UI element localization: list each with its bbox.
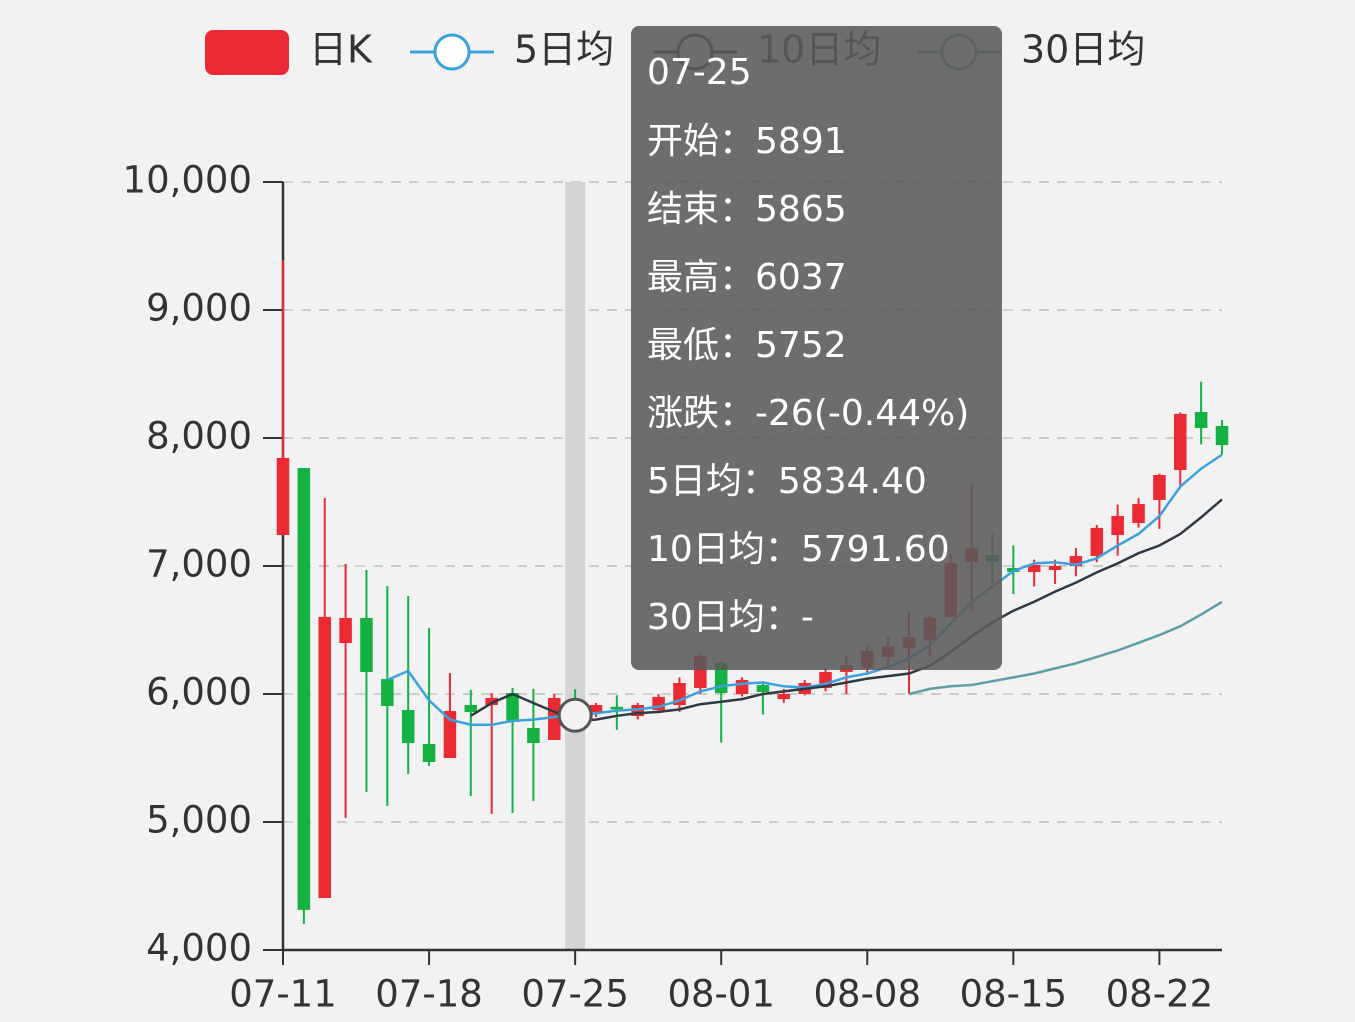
candle-body [1194,412,1208,429]
legend-label[interactable]: 30日均 [1021,28,1145,72]
tooltip-label: 涨跌： [647,393,755,434]
ma-line [470,498,1223,722]
candle-body [1132,504,1145,523]
tooltip-value: 6037 [755,257,847,298]
tooltip-value: 5865 [755,189,847,230]
legend-icon[interactable] [205,30,289,75]
candle-body [1027,564,1041,573]
hover-symbol [557,697,593,733]
candle-body [735,680,749,694]
candle-body [589,705,603,713]
candle-body [756,685,770,692]
candle-body [548,697,561,740]
y-tick-label: 5,000 [146,799,252,842]
tooltip-value: 5834.40 [778,461,927,502]
tooltip-label: 开始： [647,121,755,162]
x-tick-label: 07-11 [229,973,337,1016]
tooltip-box [631,26,1002,670]
tooltip-label: 最低： [647,325,755,366]
y-tick-label: 8,000 [146,415,252,458]
legend-label[interactable]: 5日均 [514,28,614,72]
tooltip-row: 涨跌：-26(-0.44%) [647,393,969,434]
legend-icon[interactable] [433,33,471,71]
ma-line [908,600,1223,696]
tooltip-row: 10日均：5791.60 [647,529,950,570]
tooltip-value: - [801,597,814,638]
x-tick-label: 08-01 [667,973,775,1016]
ma-line [386,453,1223,726]
candle-body [506,692,519,723]
tooltip-row: 开始：5891 [647,121,847,162]
tooltip-value: -26(-0.44%) [755,393,969,434]
candle-body [1090,527,1104,557]
candle-body [1215,425,1229,446]
tooltip-label: 30日均： [647,597,801,638]
x-tick-label: 08-15 [960,973,1068,1016]
tooltip-value: 5891 [755,121,847,162]
y-tick-label: 10,000 [123,159,252,202]
y-tick-label: 4,000 [146,927,252,970]
tooltip-label: 结束： [647,189,755,230]
tooltip-row: 结束：5865 [647,189,847,230]
x-tick-label: 07-25 [521,973,629,1016]
tooltip-value: 5791.60 [801,529,950,570]
candle-body [401,710,415,744]
y-tick-label: 6,000 [146,671,252,714]
tooltip-title: 07-25 [647,52,752,93]
y-tick-label: 7,000 [146,543,252,586]
candle-body [464,705,478,713]
candle-body [1153,474,1166,500]
x-tick-label: 08-08 [814,973,922,1016]
candle-body [1174,413,1187,470]
axis-pointer-shadow [565,182,586,950]
tooltip-row: 30日均：- [647,597,814,638]
candle-body [422,744,436,762]
tooltip-row: 最高：6037 [647,257,847,298]
candle-body [381,679,394,707]
candle-body [1111,515,1124,536]
candle-body [610,706,624,710]
y-tick-label: 9,000 [146,287,252,330]
tooltip-label: 最高： [647,257,755,298]
legend-label[interactable]: 日K [309,28,373,72]
candle-body [527,728,540,744]
candle-body [276,457,290,536]
candle-body [443,711,457,758]
candle-body [485,697,498,706]
x-tick-label: 07-18 [375,973,483,1016]
tooltip-label: 10日均： [647,529,801,570]
candle-body [339,617,352,644]
candle-body [318,616,331,899]
candle-body [777,694,791,700]
candle-body [1048,566,1062,570]
tooltip-row: 最低：5752 [647,325,847,366]
tooltip-label: 5日均： [647,461,778,502]
candle-body [360,617,373,672]
tooltip-value: 5752 [755,325,847,366]
candle-body [297,467,311,910]
x-tick-label: 08-22 [1106,973,1214,1016]
candle-body [1069,556,1083,566]
tooltip-row: 5日均：5834.40 [647,461,927,502]
